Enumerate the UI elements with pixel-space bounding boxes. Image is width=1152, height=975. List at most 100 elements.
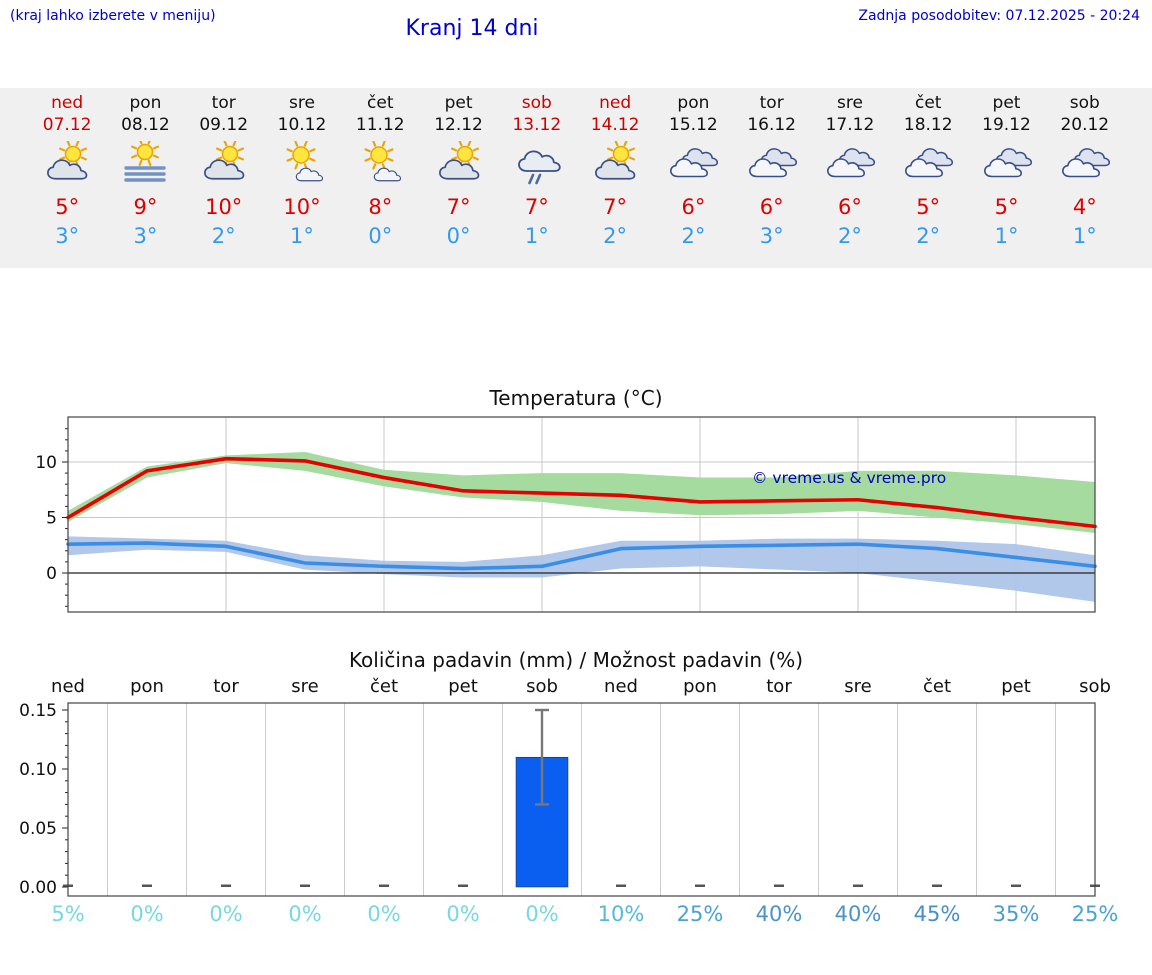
svg-text:0.15: 0.15 xyxy=(19,701,57,721)
fog-icon xyxy=(106,141,184,189)
day-low-temp: 2° xyxy=(211,224,236,248)
day-low-temp: 1° xyxy=(994,224,1019,248)
day-date: 07.12 xyxy=(42,115,92,135)
day-high-temp: 10° xyxy=(205,195,243,219)
partly-cloudy-icon xyxy=(28,141,106,189)
forecast-strip: ned 07.12 5° 3° pon 08.12 9° 3° tor 09.12 10° 2° sre… xyxy=(0,88,1152,268)
last-update-label: Zadnja posodobitev: 07.12.2025 - 20:24 xyxy=(858,8,1140,24)
day-high-temp: 6° xyxy=(838,195,862,219)
day-low-temp: 2° xyxy=(916,224,941,248)
precip-probability-label: 0% xyxy=(288,902,322,926)
precip-probability-label: 0% xyxy=(525,902,559,926)
watermark-text: © vreme.us & vreme.pro xyxy=(752,469,946,487)
day-date: 20.12 xyxy=(1060,115,1110,135)
day-date: 12.12 xyxy=(434,115,483,135)
cloudy-icon xyxy=(654,141,732,189)
day-name: sre xyxy=(289,93,315,113)
precip-day-label: pon xyxy=(683,676,717,697)
day-low-temp: 3° xyxy=(759,224,784,248)
forecast-day-column: tor 09.12 10° 2° xyxy=(185,88,263,268)
precipitation-chart: 0.00 0.05 0.10 0.15 xyxy=(19,701,1100,898)
day-low-temp: 2° xyxy=(838,224,862,248)
svg-text:10: 10 xyxy=(35,453,57,473)
day-low-temp: 1° xyxy=(1072,224,1097,248)
zero-precip-mark xyxy=(221,884,231,887)
day-name: sre xyxy=(836,93,863,113)
forecast-day-column: ned 07.12 5° 3° xyxy=(28,88,106,268)
mostly-sunny-icon xyxy=(341,141,419,189)
forecast-day-column: pon 08.12 9° 3° xyxy=(106,88,184,268)
day-high-temp: 5° xyxy=(994,195,1019,219)
day-name: ned xyxy=(51,93,84,113)
day-high-temp: 6° xyxy=(681,195,706,219)
zero-precip-mark xyxy=(1011,884,1021,887)
precip-day-label: sob xyxy=(1079,676,1111,697)
precip-day-label: sob xyxy=(526,676,558,697)
day-low-temp: 3° xyxy=(133,224,158,248)
day-high-temp: 6° xyxy=(759,195,784,219)
menu-hint-link[interactable]: (kraj lahko izberete v meniju) xyxy=(10,8,216,24)
svg-text:0: 0 xyxy=(46,564,57,584)
day-low-temp: 3° xyxy=(55,224,80,248)
precip-probability-label: 45% xyxy=(913,902,961,926)
cloudy-icon xyxy=(889,141,967,189)
day-date: 19.12 xyxy=(982,115,1031,135)
partly-cloudy-icon xyxy=(576,141,654,189)
zero-precip-mark xyxy=(458,884,468,887)
day-date: 15.12 xyxy=(669,115,718,135)
partly-cloudy-icon xyxy=(185,141,263,189)
day-high-temp: 7° xyxy=(524,195,549,219)
precip-day-label: sre xyxy=(291,676,319,697)
day-high-temp: 7° xyxy=(446,195,471,219)
day-date: 17.12 xyxy=(825,115,875,135)
mostly-sunny-icon xyxy=(263,141,341,189)
precip-probability-label: 0% xyxy=(130,902,164,926)
zero-precip-mark xyxy=(142,884,152,887)
day-name: tor xyxy=(759,93,784,113)
day-low-temp: 2° xyxy=(603,224,628,248)
day-date: 10.12 xyxy=(277,115,327,135)
day-name: sob xyxy=(521,93,552,113)
temperature-chart: 0 5 10 © vreme.us & vreme.pro xyxy=(35,416,1097,613)
day-date: 16.12 xyxy=(747,115,796,135)
precip-day-label: pon xyxy=(130,676,164,697)
day-high-temp: 7° xyxy=(603,195,628,219)
cloudy-icon xyxy=(733,141,811,189)
rain-showers-icon xyxy=(498,141,576,189)
forecast-day-column: sob 13.12 7° 1° xyxy=(498,88,576,268)
zero-precip-mark xyxy=(379,884,389,887)
day-date: 18.12 xyxy=(903,115,953,135)
cloudy-icon xyxy=(1046,141,1124,189)
forecast-day-column: ned 14.12 7° 2° xyxy=(576,88,654,268)
day-date: 13.12 xyxy=(512,115,562,135)
cloudy-icon xyxy=(967,141,1045,189)
forecast-day-column: pet 19.12 5° 1° xyxy=(967,88,1045,268)
zero-precip-mark xyxy=(300,884,310,887)
day-high-temp: 4° xyxy=(1072,195,1097,219)
precip-day-label: sre xyxy=(844,676,872,697)
day-date: 14.12 xyxy=(590,115,640,135)
precip-day-label: ned xyxy=(51,676,85,697)
day-high-temp: 8° xyxy=(368,195,393,219)
svg-text:0.00: 0.00 xyxy=(19,878,57,898)
day-high-temp: 10° xyxy=(283,195,321,219)
zero-precip-mark xyxy=(853,884,863,887)
temperature-chart-title: Temperatura (°C) xyxy=(489,386,663,410)
day-name: čet xyxy=(367,93,394,113)
precip-probability-row: 5% 0% 0% 0% 0% 0% 0% 10% 25% 40% 40% 45% 35% 25% xyxy=(0,902,1152,932)
forecast-day-column: pet 12.12 7° 0° xyxy=(419,88,497,268)
zero-precip-mark xyxy=(774,884,784,887)
forecast-day-column: čet 11.12 8° 0° xyxy=(341,88,419,268)
day-high-temp: 5° xyxy=(916,195,941,219)
precip-day-label: čet xyxy=(369,676,399,697)
day-high-temp: 9° xyxy=(133,195,158,219)
day-name: pet xyxy=(444,93,473,113)
precip-probability-label: 25% xyxy=(676,902,724,926)
precip-probability-label: 35% xyxy=(992,902,1040,926)
page-title: Kranj 14 dni xyxy=(405,16,539,41)
day-date: 11.12 xyxy=(355,115,405,135)
precip-day-label: čet xyxy=(922,676,952,697)
precipitation-chart-title: Količina padavin (mm) / Možnost padavin … xyxy=(348,648,804,672)
forecast-day-column: sre 17.12 6° 2° xyxy=(811,88,889,268)
